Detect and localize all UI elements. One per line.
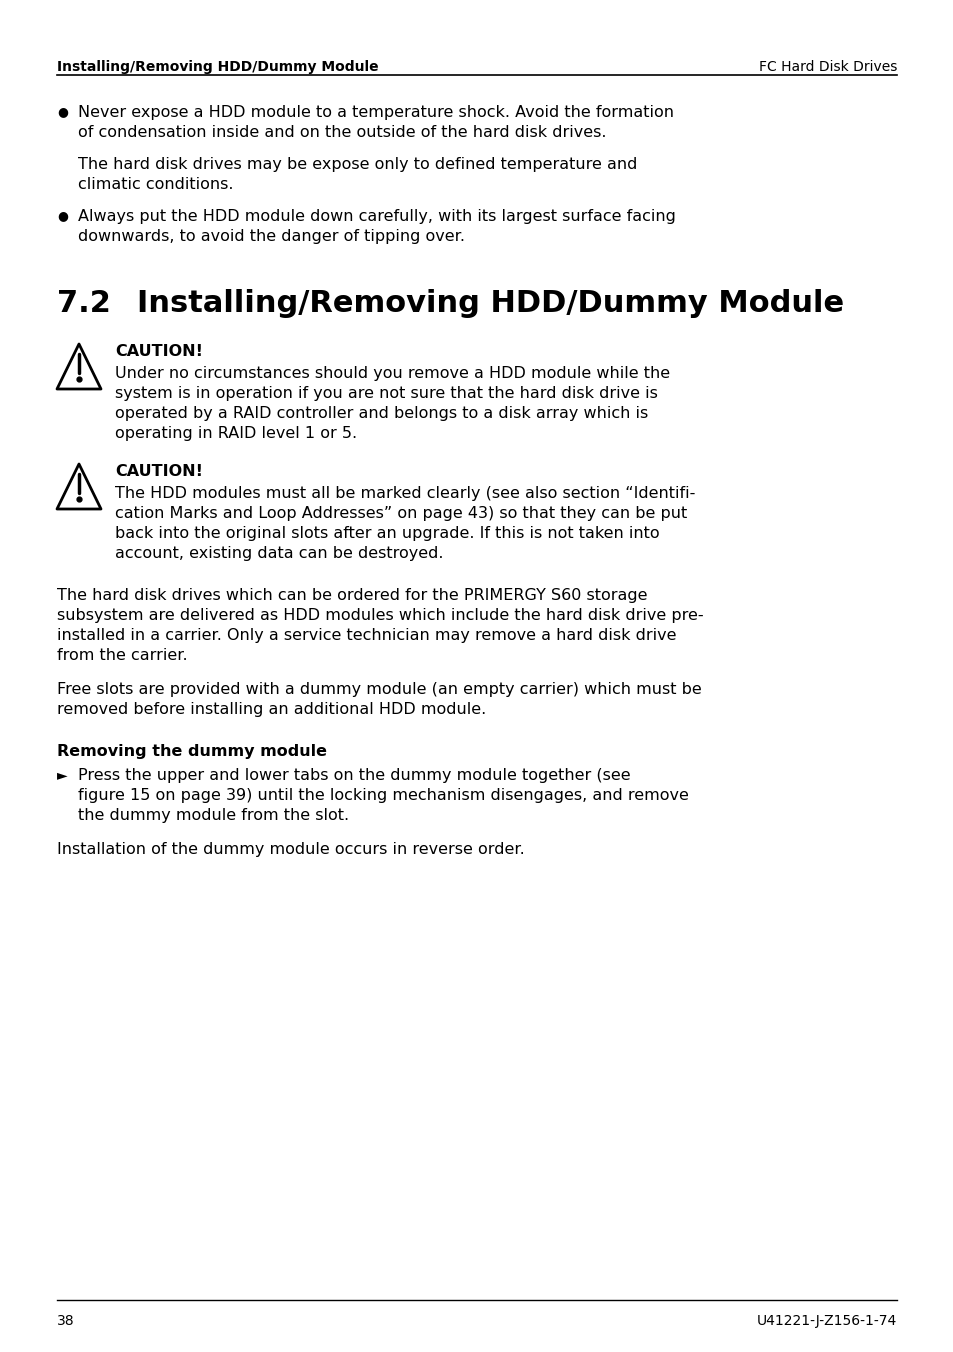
Text: FC Hard Disk Drives: FC Hard Disk Drives <box>758 59 896 74</box>
Text: the dummy module from the slot.: the dummy module from the slot. <box>78 808 349 823</box>
Text: Installing/Removing HDD/Dummy Module: Installing/Removing HDD/Dummy Module <box>137 289 843 318</box>
Text: cation Marks and Loop Addresses” on page 43) so that they can be put: cation Marks and Loop Addresses” on page… <box>115 506 686 521</box>
Text: Always put the HDD module down carefully, with its largest surface facing: Always put the HDD module down carefully… <box>78 210 675 224</box>
Text: removed before installing an additional HDD module.: removed before installing an additional … <box>57 702 486 717</box>
Text: ●: ● <box>57 105 68 118</box>
Text: account, existing data can be destroyed.: account, existing data can be destroyed. <box>115 546 443 561</box>
Text: Removing the dummy module: Removing the dummy module <box>57 744 327 758</box>
Text: The hard disk drives may be expose only to defined temperature and: The hard disk drives may be expose only … <box>78 157 637 172</box>
Text: Never expose a HDD module to a temperature shock. Avoid the formation: Never expose a HDD module to a temperatu… <box>78 105 673 120</box>
Text: back into the original slots after an upgrade. If this is not taken into: back into the original slots after an up… <box>115 526 659 541</box>
Text: ►: ► <box>57 768 68 781</box>
Text: The hard disk drives which can be ordered for the PRIMERGY S60 storage: The hard disk drives which can be ordere… <box>57 588 647 603</box>
Text: figure 15 on page 39) until the locking mechanism disengages, and remove: figure 15 on page 39) until the locking … <box>78 788 688 803</box>
Text: from the carrier.: from the carrier. <box>57 648 188 662</box>
Text: climatic conditions.: climatic conditions. <box>78 177 233 192</box>
Text: operated by a RAID controller and belongs to a disk array which is: operated by a RAID controller and belong… <box>115 406 648 420</box>
Text: 7.2: 7.2 <box>57 289 111 318</box>
Text: of condensation inside and on the outside of the hard disk drives.: of condensation inside and on the outsid… <box>78 124 606 141</box>
Text: CAUTION!: CAUTION! <box>115 464 203 479</box>
Text: ●: ● <box>57 210 68 222</box>
Text: subsystem are delivered as HDD modules which include the hard disk drive pre-: subsystem are delivered as HDD modules w… <box>57 608 703 623</box>
Text: Press the upper and lower tabs on the dummy module together (see: Press the upper and lower tabs on the du… <box>78 768 630 783</box>
Text: 38: 38 <box>57 1314 74 1328</box>
Text: Under no circumstances should you remove a HDD module while the: Under no circumstances should you remove… <box>115 366 669 381</box>
Text: Installation of the dummy module occurs in reverse order.: Installation of the dummy module occurs … <box>57 842 524 857</box>
Text: U41221-J-Z156-1-74: U41221-J-Z156-1-74 <box>756 1314 896 1328</box>
Text: Installing/Removing HDD/Dummy Module: Installing/Removing HDD/Dummy Module <box>57 59 378 74</box>
Text: The HDD modules must all be marked clearly (see also section “Identifi-: The HDD modules must all be marked clear… <box>115 485 695 502</box>
Text: CAUTION!: CAUTION! <box>115 343 203 360</box>
Text: Free slots are provided with a dummy module (an empty carrier) which must be: Free slots are provided with a dummy mod… <box>57 681 701 698</box>
Text: downwards, to avoid the danger of tipping over.: downwards, to avoid the danger of tippin… <box>78 228 464 243</box>
Text: system is in operation if you are not sure that the hard disk drive is: system is in operation if you are not su… <box>115 387 658 402</box>
Text: installed in a carrier. Only a service technician may remove a hard disk drive: installed in a carrier. Only a service t… <box>57 627 676 644</box>
Text: operating in RAID level 1 or 5.: operating in RAID level 1 or 5. <box>115 426 356 441</box>
